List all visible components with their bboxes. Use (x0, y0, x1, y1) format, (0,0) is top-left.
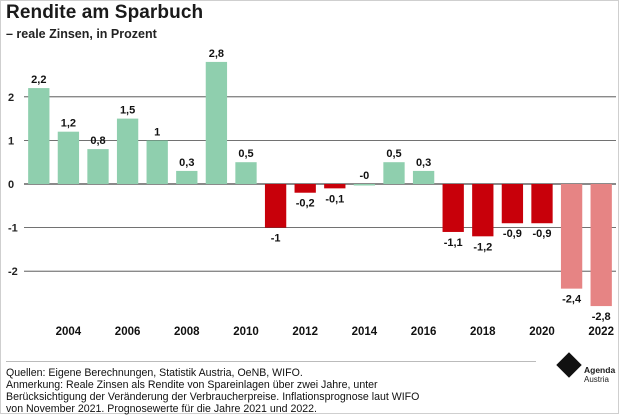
x-tick-label: 2010 (233, 326, 259, 338)
data-label: 0,3 (416, 157, 431, 169)
bar (442, 184, 464, 232)
bar (176, 170, 198, 184)
bar (146, 140, 168, 184)
bar (205, 61, 228, 184)
data-label: -2,8 (592, 311, 611, 323)
data-label: -2,4 (562, 294, 582, 306)
x-tick-label: 2018 (470, 326, 496, 338)
bar (116, 118, 139, 184)
data-label: -0,1 (325, 193, 344, 205)
bar (235, 162, 257, 184)
data-label: -1 (271, 233, 281, 245)
x-tick-label: 2020 (529, 326, 555, 338)
bar (28, 88, 50, 184)
data-label: 0,5 (238, 148, 253, 160)
bar (531, 184, 553, 224)
x-tick-label: 2004 (56, 326, 82, 338)
bar (294, 184, 316, 193)
data-label: -1,1 (444, 237, 463, 249)
x-tick-label: 2022 (588, 326, 614, 338)
y-tick-label: 0 (8, 179, 14, 191)
logo-diamond-icon (556, 352, 582, 378)
bar (324, 184, 346, 189)
logo-name: Agenda (584, 365, 616, 375)
chart-footer: Quellen: Eigene Berechnungen, Statistik … (6, 367, 476, 415)
bar (560, 184, 583, 289)
y-tick-label: -1 (8, 223, 18, 235)
data-label: -0,9 (533, 228, 552, 240)
footer-sources: Quellen: Eigene Berechnungen, Statistik … (6, 367, 303, 379)
data-label: 1,5 (120, 105, 135, 117)
data-label: -0,9 (503, 228, 522, 240)
bar (590, 184, 612, 307)
bar (353, 184, 376, 186)
bar (264, 184, 287, 228)
bar (383, 162, 405, 184)
data-label: 1,2 (61, 118, 76, 130)
footer-note-line-1: Anmerkung: Reale Zinsen als Rendite von … (6, 379, 378, 391)
x-tick-label: 2016 (411, 326, 437, 338)
x-tick-label: 2014 (352, 326, 378, 338)
data-label: -0,2 (296, 198, 315, 210)
data-label: -0 (360, 170, 370, 182)
chart-subtitle: – reale Zinsen, in Prozent (6, 27, 157, 41)
agenda-austria-logo: Agenda Austria (556, 352, 616, 397)
data-label: 0,8 (90, 135, 105, 147)
data-label: 2,2 (31, 74, 46, 86)
data-label: 1 (154, 126, 160, 138)
x-tick-label: 2012 (292, 326, 318, 338)
logo-sub: Austria (584, 375, 609, 384)
bar (412, 170, 435, 184)
bar (501, 184, 524, 224)
y-tick-label: 2 (8, 92, 14, 104)
chart-title: Rendite am Sparbuch (6, 2, 204, 23)
bar (472, 184, 494, 237)
data-label: -1,2 (473, 241, 492, 253)
x-tick-label: 2008 (174, 326, 200, 338)
data-label: 0,3 (179, 157, 194, 169)
footer-note-line-2: Berücksichtigung der Veränderung der Ver… (6, 391, 420, 403)
data-label: 0,5 (386, 148, 401, 160)
data-label: 2,8 (209, 48, 224, 60)
y-tick-label: 1 (8, 135, 14, 147)
bar (57, 131, 80, 184)
y-tick-label: -2 (8, 266, 18, 278)
x-tick-label: 2006 (115, 326, 141, 338)
bar (87, 149, 109, 184)
footer-note-line-3: von November 2021. Prognosewerte für die… (6, 403, 317, 415)
footer-separator (6, 361, 536, 362)
